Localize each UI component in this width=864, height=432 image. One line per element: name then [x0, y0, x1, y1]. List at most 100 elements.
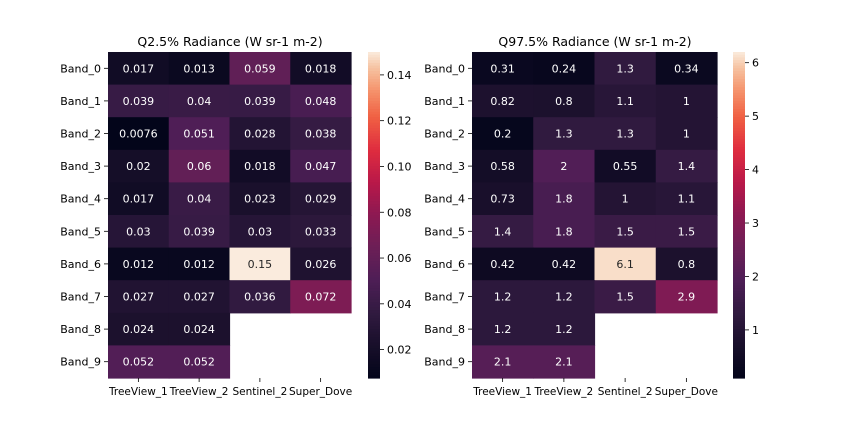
heatmap-cell [229, 247, 291, 281]
colorbar-segment [368, 258, 380, 262]
colorbar-tick-label: 0.12 [387, 115, 412, 128]
colorbar-segment [733, 141, 745, 145]
colorbar-segment [733, 182, 745, 186]
colorbar-segment [733, 125, 745, 129]
heatmap-cell [290, 117, 352, 151]
heatmap-cell [472, 345, 534, 379]
colorbar-segment [733, 304, 745, 308]
colorbar-segment [368, 109, 380, 113]
colorbar-segment [368, 339, 380, 344]
colorbar-segment [733, 280, 745, 284]
colorbar-segment [733, 193, 745, 197]
heatmap-cell [594, 215, 657, 249]
y-tick-label: Band_2 [424, 128, 465, 141]
chart-title: Q97.5% Radiance (W sr-1 m-2) [498, 34, 691, 49]
colorbar-segment [368, 215, 380, 219]
heatmap-cell [168, 117, 231, 151]
colorbar-segment [733, 57, 745, 61]
colorbar: 1 2 3 4 5 6 [733, 52, 759, 379]
heatmap-cell [533, 52, 596, 86]
colorbar-segment [733, 318, 745, 322]
y-tick-label: Band_7 [424, 291, 465, 304]
colorbar-segment [733, 364, 745, 368]
colorbar-segment [368, 312, 380, 317]
cell-annotation: 0.039 [183, 225, 215, 238]
colorbar-segment [733, 339, 745, 344]
cell-annotation: 0.02 [126, 160, 151, 173]
cell-annotation: 1.5 [616, 291, 634, 304]
colorbar-segment [733, 160, 745, 164]
heatmap-cell [655, 247, 718, 281]
colorbar-segment [733, 266, 745, 270]
heatmap-cell [108, 280, 170, 314]
colorbar-segment [733, 155, 745, 159]
colorbar-segment [368, 326, 380, 330]
colorbar-segment [733, 128, 745, 132]
cell-annotations: 0.31 0.24 1.3 0.340.82 0.8 1.1 10.2 1.3 1.3 10.58… [490, 62, 698, 368]
colorbar-segment [368, 149, 380, 154]
cell-annotation: 2.9 [678, 291, 696, 304]
colorbar-segment [733, 149, 745, 154]
heatmap-cell [290, 149, 352, 183]
colorbar-segment [733, 163, 745, 167]
colorbar-segment [368, 266, 380, 270]
colorbar-segment [368, 198, 380, 203]
heatmap-cell [168, 345, 231, 379]
cell-annotation: 0.2 [494, 128, 512, 141]
heatmap-cell [108, 345, 170, 379]
colorbar-segment [368, 263, 380, 268]
x-tick-label: TreeView_2 [169, 386, 229, 398]
y-tick-label: Band_1 [424, 95, 465, 108]
heatmap-cell [290, 182, 352, 216]
y-tick-label: Band_5 [60, 225, 101, 238]
colorbar-segment [368, 337, 380, 341]
x-axis-ticks: TreeView_1 TreeView_2 Sentinel_2 Super_Dove [108, 378, 352, 398]
y-tick-label: Band_0 [60, 62, 101, 75]
cell-annotation: 0.026 [305, 258, 337, 271]
colorbar-segment [368, 130, 380, 135]
colorbar-segment [368, 280, 380, 284]
cell-annotation: 0.15 [248, 258, 273, 271]
colorbar-segment [368, 334, 380, 338]
colorbar-segment [733, 147, 745, 151]
heatmap-cell [594, 280, 657, 314]
colorbar-segment [733, 307, 745, 311]
colorbar-segment [368, 348, 380, 352]
colorbar-segment [368, 329, 380, 333]
colorbar-segment [368, 92, 380, 97]
heatmap-cell [472, 84, 534, 118]
cell-annotation: 0.0076 [119, 128, 158, 141]
colorbar-segment [368, 168, 380, 173]
colorbar-segment [733, 190, 745, 194]
colorbar-segment [368, 239, 380, 243]
colorbar-segment [733, 375, 745, 379]
colorbar-segment [368, 296, 380, 300]
cell-annotation: 1.2 [555, 291, 573, 304]
colorbar-segment [368, 247, 380, 251]
colorbar-segment [368, 81, 380, 86]
cell-annotation: 0.58 [490, 160, 515, 173]
colorbar-segment [733, 223, 745, 227]
cell-annotation: 0.051 [183, 128, 215, 141]
heatmap-cell [533, 215, 596, 249]
colorbar-segment [368, 318, 380, 322]
heatmap-cell [108, 247, 170, 281]
colorbar-segment [733, 95, 745, 99]
colorbar-segment [733, 282, 745, 287]
heatmap-cell [533, 345, 596, 379]
chart-title: Q2.5% Radiance (W sr-1 m-2) [137, 34, 322, 49]
colorbar-segment [733, 152, 745, 156]
cell-annotation: 0.06 [187, 160, 212, 173]
heatmap-cell [290, 52, 352, 86]
cell-annotation: 0.059 [244, 62, 276, 75]
colorbar-segment [733, 326, 745, 330]
colorbar-segment [733, 103, 745, 107]
heatmap-cell [472, 280, 534, 314]
heatmap-cell [533, 149, 596, 183]
colorbar-segment [733, 236, 745, 241]
heatmap-cell [533, 247, 596, 281]
heatmap-cell [108, 149, 170, 183]
heatmap-cell [168, 215, 231, 249]
colorbar-segment [368, 122, 380, 126]
colorbar-segment [733, 253, 745, 257]
